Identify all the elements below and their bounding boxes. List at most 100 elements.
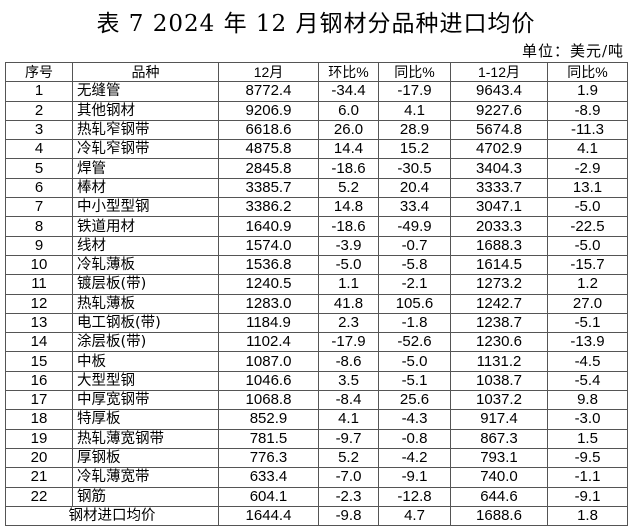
jan-dec-price: 644.6 bbox=[450, 486, 548, 507]
row-index: 20 bbox=[5, 447, 73, 469]
ytd-yoy-change: -2.9 bbox=[547, 158, 628, 179]
december-price: 781.5 bbox=[218, 428, 319, 449]
header-december: 12月 bbox=[218, 61, 319, 83]
total-row: 钢材进口均价 1644.4 -9.8 4.7 1688.6 1.8 bbox=[5, 505, 628, 527]
row-index: 14 bbox=[5, 332, 73, 353]
mom-change: -9.7 bbox=[318, 428, 379, 449]
december-price: 9206.9 bbox=[218, 100, 319, 121]
ytd-yoy-change: -5.0 bbox=[547, 197, 628, 218]
table-row: 22 钢筋 604.1 -2.3 -12.8 644.6 -9.1 bbox=[5, 486, 628, 507]
header-index: 序号 bbox=[5, 61, 73, 83]
jan-dec-price: 3333.7 bbox=[450, 177, 548, 199]
table-row: 2 其他钢材 9206.9 6.0 4.1 9227.6 -8.9 bbox=[5, 100, 628, 121]
row-index: 22 bbox=[5, 486, 73, 507]
jan-dec-price: 9643.4 bbox=[450, 81, 548, 102]
ytd-yoy-change: 4.1 bbox=[547, 139, 628, 160]
jan-dec-price: 1242.7 bbox=[450, 293, 548, 314]
jan-dec-price: 1131.2 bbox=[450, 351, 548, 372]
header-jan-dec: 1-12月 bbox=[450, 61, 548, 83]
december-price: 2845.8 bbox=[218, 158, 319, 179]
variety-name: 其他钢材 bbox=[72, 100, 219, 121]
mom-change: 26.0 bbox=[318, 119, 379, 141]
yoy-change: -5.0 bbox=[378, 351, 451, 372]
ytd-yoy-change: -1.1 bbox=[547, 467, 628, 488]
mom-change: -5.0 bbox=[318, 254, 379, 276]
row-index: 6 bbox=[5, 177, 73, 199]
mom-change: 1.1 bbox=[318, 274, 379, 295]
mom-change: 5.2 bbox=[318, 447, 379, 469]
yoy-change: -0.8 bbox=[378, 428, 451, 449]
table-row: 13 电工钢板(带) 1184.9 2.3 -1.8 1238.7 -5.1 bbox=[5, 312, 628, 334]
row-index: 10 bbox=[5, 254, 73, 276]
yoy-change: -17.9 bbox=[378, 81, 451, 102]
jan-dec-price: 1614.5 bbox=[450, 254, 548, 276]
row-index: 9 bbox=[5, 235, 73, 256]
december-price: 1240.5 bbox=[218, 274, 319, 295]
december-price: 1283.0 bbox=[218, 293, 319, 314]
row-index: 15 bbox=[5, 351, 73, 372]
row-index: 13 bbox=[5, 312, 73, 334]
table-row: 14 涂层板(带) 1102.4 -17.9 -52.6 1230.6 -13.9 bbox=[5, 332, 628, 353]
ytd-yoy-change: -13.9 bbox=[547, 332, 628, 353]
mom-change: 4.1 bbox=[318, 409, 379, 430]
yoy-change: 4.1 bbox=[378, 100, 451, 121]
yoy-change: -2.1 bbox=[378, 274, 451, 295]
variety-name: 钢筋 bbox=[72, 486, 219, 507]
december-price: 852.9 bbox=[218, 409, 319, 430]
december-price: 1644.4 bbox=[218, 505, 319, 527]
yoy-change: 33.4 bbox=[378, 197, 451, 218]
december-price: 8772.4 bbox=[218, 81, 319, 102]
row-index: 19 bbox=[5, 428, 73, 449]
ytd-yoy-change: 9.8 bbox=[547, 390, 628, 411]
jan-dec-price: 793.1 bbox=[450, 447, 548, 469]
header-variety: 品种 bbox=[72, 61, 219, 83]
row-index: 21 bbox=[5, 467, 73, 488]
row-index: 3 bbox=[5, 119, 73, 141]
mom-change: -8.4 bbox=[318, 390, 379, 411]
mom-change: -18.6 bbox=[318, 216, 379, 237]
ytd-yoy-change: 1.5 bbox=[547, 428, 628, 449]
mom-change: 2.3 bbox=[318, 312, 379, 334]
december-price: 1068.8 bbox=[218, 390, 319, 411]
yoy-change: -4.2 bbox=[378, 447, 451, 469]
yoy-change: -12.8 bbox=[378, 486, 451, 507]
ytd-yoy-change: -5.4 bbox=[547, 370, 628, 392]
mom-change: -34.4 bbox=[318, 81, 379, 102]
yoy-change: 4.7 bbox=[378, 505, 451, 527]
ytd-yoy-change: -5.0 bbox=[547, 235, 628, 256]
table-row: 9 线材 1574.0 -3.9 -0.7 1688.3 -5.0 bbox=[5, 235, 628, 256]
variety-name: 镀层板(带) bbox=[72, 274, 219, 295]
variety-name: 中厚宽钢带 bbox=[72, 390, 219, 411]
yoy-change: 105.6 bbox=[378, 293, 451, 314]
table-row: 19 热轧薄宽钢带 781.5 -9.7 -0.8 867.3 1.5 bbox=[5, 428, 628, 449]
mom-change: 41.8 bbox=[318, 293, 379, 314]
mom-change: -3.9 bbox=[318, 235, 379, 256]
yoy-change: -52.6 bbox=[378, 332, 451, 353]
variety-name: 厚钢板 bbox=[72, 447, 219, 469]
variety-name: 冷轧薄板 bbox=[72, 254, 219, 276]
mom-change: -18.6 bbox=[318, 158, 379, 179]
december-price: 1046.6 bbox=[218, 370, 319, 392]
header-ytd-yoy: 同比% bbox=[547, 61, 628, 83]
table-row: 1 无缝管 8772.4 -34.4 -17.9 9643.4 1.9 bbox=[5, 81, 628, 102]
table-title: 表 7 2024 年 12 月钢材分品种进口均价 bbox=[96, 11, 536, 37]
ytd-yoy-change: -15.7 bbox=[547, 254, 628, 276]
row-index: 16 bbox=[5, 370, 73, 392]
row-index: 11 bbox=[5, 274, 73, 295]
yoy-change: -5.8 bbox=[378, 254, 451, 276]
jan-dec-price: 1230.6 bbox=[450, 332, 548, 353]
ytd-yoy-change: -5.1 bbox=[547, 312, 628, 334]
table-row: 21 冷轧薄宽带 633.4 -7.0 -9.1 740.0 -1.1 bbox=[5, 467, 628, 488]
variety-name: 铁道用材 bbox=[72, 216, 219, 237]
ytd-yoy-change: -9.1 bbox=[547, 486, 628, 507]
variety-name: 焊管 bbox=[72, 158, 219, 179]
december-price: 1536.8 bbox=[218, 254, 319, 276]
december-price: 1102.4 bbox=[218, 332, 319, 353]
row-index: 5 bbox=[5, 158, 73, 179]
yoy-change: -30.5 bbox=[378, 158, 451, 179]
ytd-yoy-change: -3.0 bbox=[547, 409, 628, 430]
mom-change: -2.3 bbox=[318, 486, 379, 507]
jan-dec-price: 917.4 bbox=[450, 409, 548, 430]
table-row: 18 特厚板 852.9 4.1 -4.3 917.4 -3.0 bbox=[5, 409, 628, 430]
ytd-yoy-change: -9.5 bbox=[547, 447, 628, 469]
